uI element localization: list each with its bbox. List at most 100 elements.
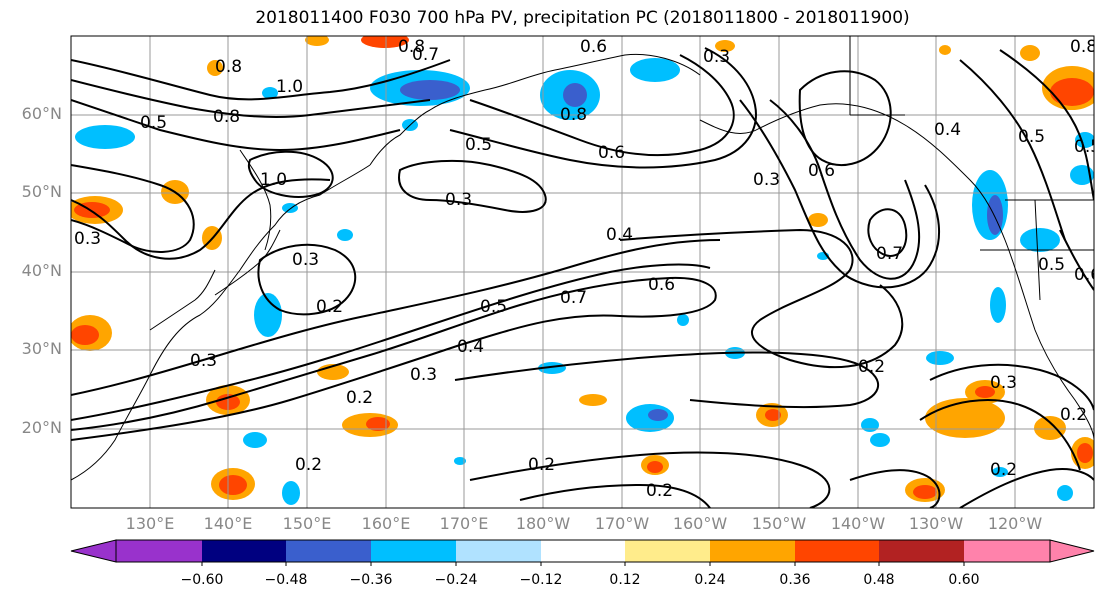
colorbar-segment xyxy=(116,540,202,562)
lon-label: 170°E xyxy=(439,514,489,533)
neg-precip-patch xyxy=(1057,485,1073,501)
contour-label: 0.7 xyxy=(560,288,587,308)
colorbar-tick-label: 0.24 xyxy=(694,572,726,588)
pos-precip-patch xyxy=(913,485,937,499)
contour-label: 0.2 xyxy=(646,481,673,501)
pos-precip-patch xyxy=(925,398,1005,438)
colorbar-frame xyxy=(115,539,1051,563)
pos-precip-patch xyxy=(715,40,735,52)
colorbar-tick-label: −0.48 xyxy=(264,572,308,588)
contour-label: 0.3 xyxy=(703,47,730,67)
lon-label: 170°W xyxy=(594,514,650,533)
neg-precip-patch xyxy=(262,87,278,99)
contour-label: 0.4 xyxy=(606,225,633,245)
contour-label: 0.3 xyxy=(990,373,1017,393)
lat-label: 40°N xyxy=(21,261,62,280)
lat-label: 50°N xyxy=(21,182,62,201)
contour-label: 0.2 xyxy=(858,357,885,377)
contour-label: 0.3 xyxy=(753,170,780,190)
colorbar-tick-label: −0.24 xyxy=(434,572,478,588)
contour-label: 0.8 xyxy=(215,57,242,77)
graticule xyxy=(71,36,1094,508)
contour-label: 0.6 xyxy=(580,37,607,57)
neg-precip-patch xyxy=(282,481,300,505)
colorbar-segment xyxy=(371,540,456,562)
colorbar-tick-label: −0.12 xyxy=(519,572,563,588)
contour-label: 0.5 xyxy=(1074,137,1101,157)
contour-label: 0.8 xyxy=(560,105,587,125)
lon-label: 140°E xyxy=(203,514,253,533)
contour-label: 0.6 xyxy=(1074,265,1101,285)
contour-label: 0.3 xyxy=(74,229,101,249)
contour-label: 0.3 xyxy=(410,365,437,385)
lon-label: 160°E xyxy=(361,514,411,533)
neg-precip-patch xyxy=(630,58,680,82)
contour-label: 0.2 xyxy=(295,455,322,475)
pos-precip-patch xyxy=(219,475,247,495)
pos-precip-patch xyxy=(765,409,781,421)
pos-precip-patch xyxy=(305,36,329,46)
contour-label: 0.2 xyxy=(1060,405,1087,425)
contour-label: 0.2 xyxy=(528,455,555,475)
lon-label: 130°E xyxy=(125,514,175,533)
neg-precip-patch xyxy=(990,287,1006,323)
contour-labels: 0.8 1.0 0.8 0.5 1.0 0.8 0.7 0.8 0.6 0.5 … xyxy=(74,37,1101,501)
pos-precip-patch xyxy=(647,461,663,473)
pos-precip-patch xyxy=(939,45,951,55)
colorbar-segment xyxy=(964,540,1050,562)
neg-precip-patch xyxy=(861,418,879,432)
contour-label: 0.2 xyxy=(346,388,373,408)
neg-precip-patch xyxy=(563,83,587,107)
lat-label: 20°N xyxy=(21,418,62,437)
pos-precip-patch xyxy=(1077,443,1093,463)
colorbar-segment xyxy=(625,540,710,562)
contour-label: 0.8 xyxy=(1070,37,1097,57)
lon-label: 130°W xyxy=(908,514,964,533)
pos-precip-patch xyxy=(808,213,828,227)
neg-precip-patch xyxy=(243,432,267,448)
lon-label: 120°W xyxy=(987,514,1043,533)
contour-label: 0.4 xyxy=(457,337,484,357)
map-title: 2018011400 F030 700 hPa PV, precipitatio… xyxy=(255,8,910,28)
neg-precip-patch xyxy=(337,229,353,241)
lon-label: 150°E xyxy=(282,514,332,533)
contour-label: 0.8 xyxy=(213,107,240,127)
lon-label: 150°W xyxy=(751,514,807,533)
colorbar-tick-label: −0.36 xyxy=(349,572,393,588)
neg-precip-patch xyxy=(1020,228,1060,252)
neg-precip-patch xyxy=(992,467,1008,477)
contour-label: 0.5 xyxy=(140,113,167,133)
pos-precip-patch xyxy=(975,386,995,398)
contour-label: 0.5 xyxy=(465,135,492,155)
lat-label: 60°N xyxy=(21,104,62,123)
colorbar-segment xyxy=(456,540,541,562)
neg-precip-patch xyxy=(677,314,689,326)
colorbar-tick-label: 0.12 xyxy=(609,572,641,588)
contour-label: 0.3 xyxy=(445,190,472,210)
colorbar-tick-label: 0.60 xyxy=(948,572,980,588)
neg-precip-patch xyxy=(648,409,668,421)
contour-label: 0.6 xyxy=(648,275,675,295)
contour-label: 0.3 xyxy=(190,351,217,371)
pv-contours xyxy=(71,47,1094,508)
contour-label: 0.8 xyxy=(398,37,425,57)
pos-precip-patch xyxy=(71,325,99,345)
contour-label: 0.4 xyxy=(934,120,961,140)
colorbar-segment xyxy=(202,540,286,562)
pos-precip-patch xyxy=(1020,45,1040,61)
lat-label: 30°N xyxy=(21,339,62,358)
colorbar-segment xyxy=(710,540,795,562)
contour-label: 1.0 xyxy=(260,170,287,190)
colorbar-tick-label: 0.48 xyxy=(863,572,895,588)
contour-label: 0.2 xyxy=(316,297,343,317)
contour-label: 0.5 xyxy=(1038,255,1065,275)
neg-precip-patch xyxy=(400,80,460,100)
pos-precip-patch xyxy=(207,60,223,76)
pos-precip-patch xyxy=(1050,78,1094,106)
pos-precip-patch xyxy=(361,36,409,48)
colorbar-segment xyxy=(795,540,879,562)
contour-label: 1.0 xyxy=(276,77,303,97)
neg-precip-patch xyxy=(870,433,890,447)
neg-precip-patch xyxy=(254,293,282,337)
